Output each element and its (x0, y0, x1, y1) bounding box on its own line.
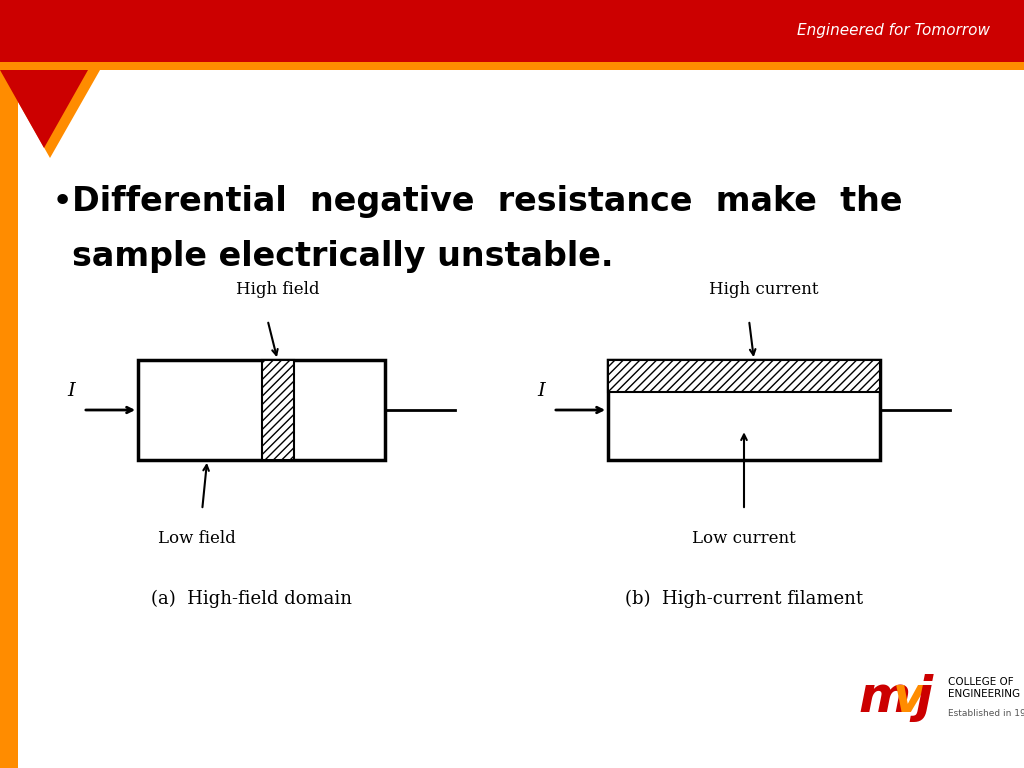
Text: (a)  High-field domain: (a) High-field domain (151, 590, 352, 608)
Text: I: I (538, 382, 545, 400)
Text: Low field: Low field (159, 530, 237, 547)
Text: m: m (858, 674, 910, 722)
Polygon shape (0, 70, 100, 158)
Bar (0, 62, 1024, 70)
Polygon shape (0, 70, 88, 148)
Text: High field: High field (236, 281, 319, 298)
Text: Engineered for Tomorrow: Engineered for Tomorrow (797, 24, 990, 38)
Text: •: • (52, 185, 74, 219)
Bar (261, 360, 294, 460)
Bar (0, 70, 18, 768)
Bar (608, 360, 880, 392)
Text: Established in 1982: Established in 1982 (948, 710, 1024, 719)
Text: sample electrically unstable.: sample electrically unstable. (72, 240, 613, 273)
Text: v: v (893, 674, 926, 722)
Text: (b)  High-current filament: (b) High-current filament (625, 590, 863, 608)
Text: j: j (915, 674, 932, 722)
Text: High current: High current (710, 281, 819, 298)
Bar (608, 360, 880, 460)
Text: COLLEGE OF
ENGINEERING: COLLEGE OF ENGINEERING (948, 677, 1020, 699)
Bar (0, 0, 1024, 62)
Polygon shape (0, 0, 130, 62)
Text: Low current: Low current (692, 530, 796, 547)
Text: I: I (68, 382, 75, 400)
Bar (138, 360, 385, 460)
Text: Differential  negative  resistance  make  the: Differential negative resistance make th… (72, 185, 902, 218)
